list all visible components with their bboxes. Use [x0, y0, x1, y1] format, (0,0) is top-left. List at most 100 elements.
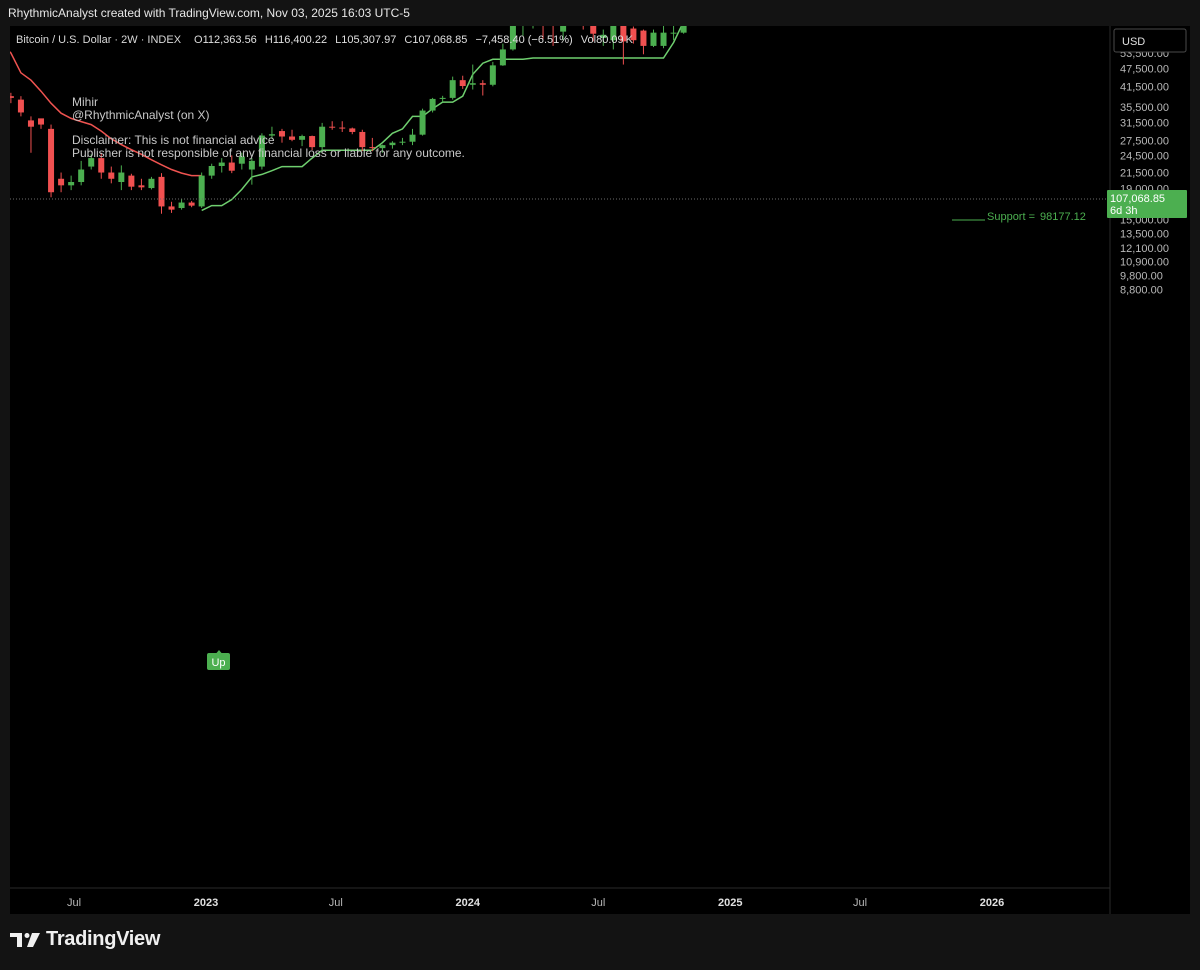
candle-body [670, 32, 677, 34]
candle [319, 122, 326, 153]
legend-change: −7,458.40 (−6.51%) [475, 34, 572, 46]
candle-body [309, 136, 316, 148]
note-handle: @RhythmicAnalyst (on X) [72, 108, 210, 122]
candle-body [590, 20, 597, 34]
candle-body [17, 99, 24, 113]
y-tick-label: 13,500.00 [1120, 229, 1169, 241]
time-axis[interactable]: Jul 2023 Jul 2024 Jul 2025 Jul 2026 [10, 887, 1110, 909]
note-disclaimer: Disclaimer: This is not financial advice [72, 133, 275, 147]
legend-close: 107,068.85 [412, 34, 467, 46]
candle [198, 172, 205, 209]
candle-body [419, 110, 426, 135]
support-label: Support = 98177.12 [952, 211, 1086, 223]
x-tick-label: 2023 [194, 897, 218, 909]
x-tick-label: Jul [67, 897, 81, 909]
candle [278, 128, 285, 143]
candle [78, 160, 85, 186]
candle [329, 121, 336, 130]
candle [399, 137, 406, 146]
candle [459, 75, 466, 89]
legend-close-label: C [404, 34, 412, 46]
candle [178, 198, 185, 210]
candle [38, 118, 45, 129]
y-tick-label: 47,500.00 [1120, 64, 1169, 76]
candle-body [600, 34, 607, 39]
candle [68, 175, 75, 191]
candle [168, 201, 175, 213]
candle [258, 133, 265, 170]
supertrend-layer [0, 0, 811, 212]
candle [208, 163, 215, 179]
up-badge-box [207, 653, 230, 670]
up-badge: Up [207, 650, 230, 670]
candle-body [409, 134, 416, 142]
y-tick-label: 21,500.00 [1120, 168, 1169, 180]
candle-body [459, 80, 466, 87]
candle [228, 155, 235, 174]
candle-body [27, 120, 34, 127]
candle-body [349, 128, 356, 132]
x-tick-label: Jul [853, 897, 867, 909]
candle-body [38, 118, 45, 125]
candle-body [88, 158, 95, 167]
price-tag: 107,068.85 6d 3h [1107, 190, 1187, 218]
price-tag-value: 107,068.85 [1110, 193, 1165, 205]
candle [98, 152, 105, 179]
candle-body [178, 202, 185, 209]
candle-body [158, 176, 165, 207]
candle [429, 97, 436, 113]
legend-low: 105,307.97 [341, 34, 396, 46]
candle-body [78, 169, 85, 183]
tradingview-logo[interactable]: TradingView [10, 928, 160, 951]
candle [650, 29, 657, 48]
x-tick-label: 2024 [455, 897, 480, 909]
header-bar: RhythmicAnalyst created with TradingView… [0, 0, 1200, 26]
candle [108, 166, 115, 184]
candle-body [118, 172, 125, 183]
candle [349, 127, 356, 135]
candle [7, 92, 14, 104]
candle [339, 121, 346, 132]
candle [158, 173, 165, 214]
candle [369, 137, 376, 152]
candle-body [319, 126, 326, 148]
candle [449, 76, 456, 100]
candle-body [108, 172, 115, 179]
candle [409, 128, 416, 146]
candle-body [389, 142, 396, 146]
candle [218, 158, 225, 173]
candle [479, 80, 486, 96]
candle-body [329, 126, 336, 128]
candle [48, 124, 55, 198]
legend-high: 116,400.22 [273, 34, 327, 46]
candle [138, 178, 145, 191]
y-tick-label: 10,900.00 [1120, 257, 1169, 269]
candle-body [359, 131, 366, 148]
candle-body [238, 156, 245, 164]
candle-body [399, 141, 406, 143]
candle-body [248, 160, 255, 170]
currency-button[interactable]: USD [1113, 28, 1187, 53]
candle [499, 43, 506, 66]
candle-body [640, 30, 647, 46]
up-badge-label: Up [211, 657, 225, 669]
candle [188, 201, 195, 208]
note-author: Mihir [72, 95, 98, 109]
candle-body [228, 162, 235, 171]
price-axis[interactable]: 59,500.0053,500.0047,500.0041,500.0035,5… [1109, 26, 1169, 914]
legend-vol: 80.09 [596, 34, 624, 46]
currency-button-label: USD [1122, 36, 1145, 48]
candle [289, 129, 296, 142]
price-chart[interactable]: Bitcoin / U.S. Dollar · 2W · INDEX O112,… [0, 0, 1190, 914]
candle-body [650, 32, 657, 46]
chart-frame: Bitcoin / U.S. Dollar · 2W · INDEX O112,… [0, 0, 1190, 914]
support-text: Support = 98177.12 [987, 211, 1086, 223]
legend-high-label: H [265, 34, 273, 46]
candle-body [258, 135, 265, 167]
candle [439, 95, 446, 103]
y-tick-label: 12,100.00 [1120, 243, 1169, 255]
candle [309, 135, 316, 151]
candle [88, 154, 95, 170]
legend-vol-label: Vol [581, 34, 596, 46]
x-tick-label: 2026 [980, 897, 1004, 909]
